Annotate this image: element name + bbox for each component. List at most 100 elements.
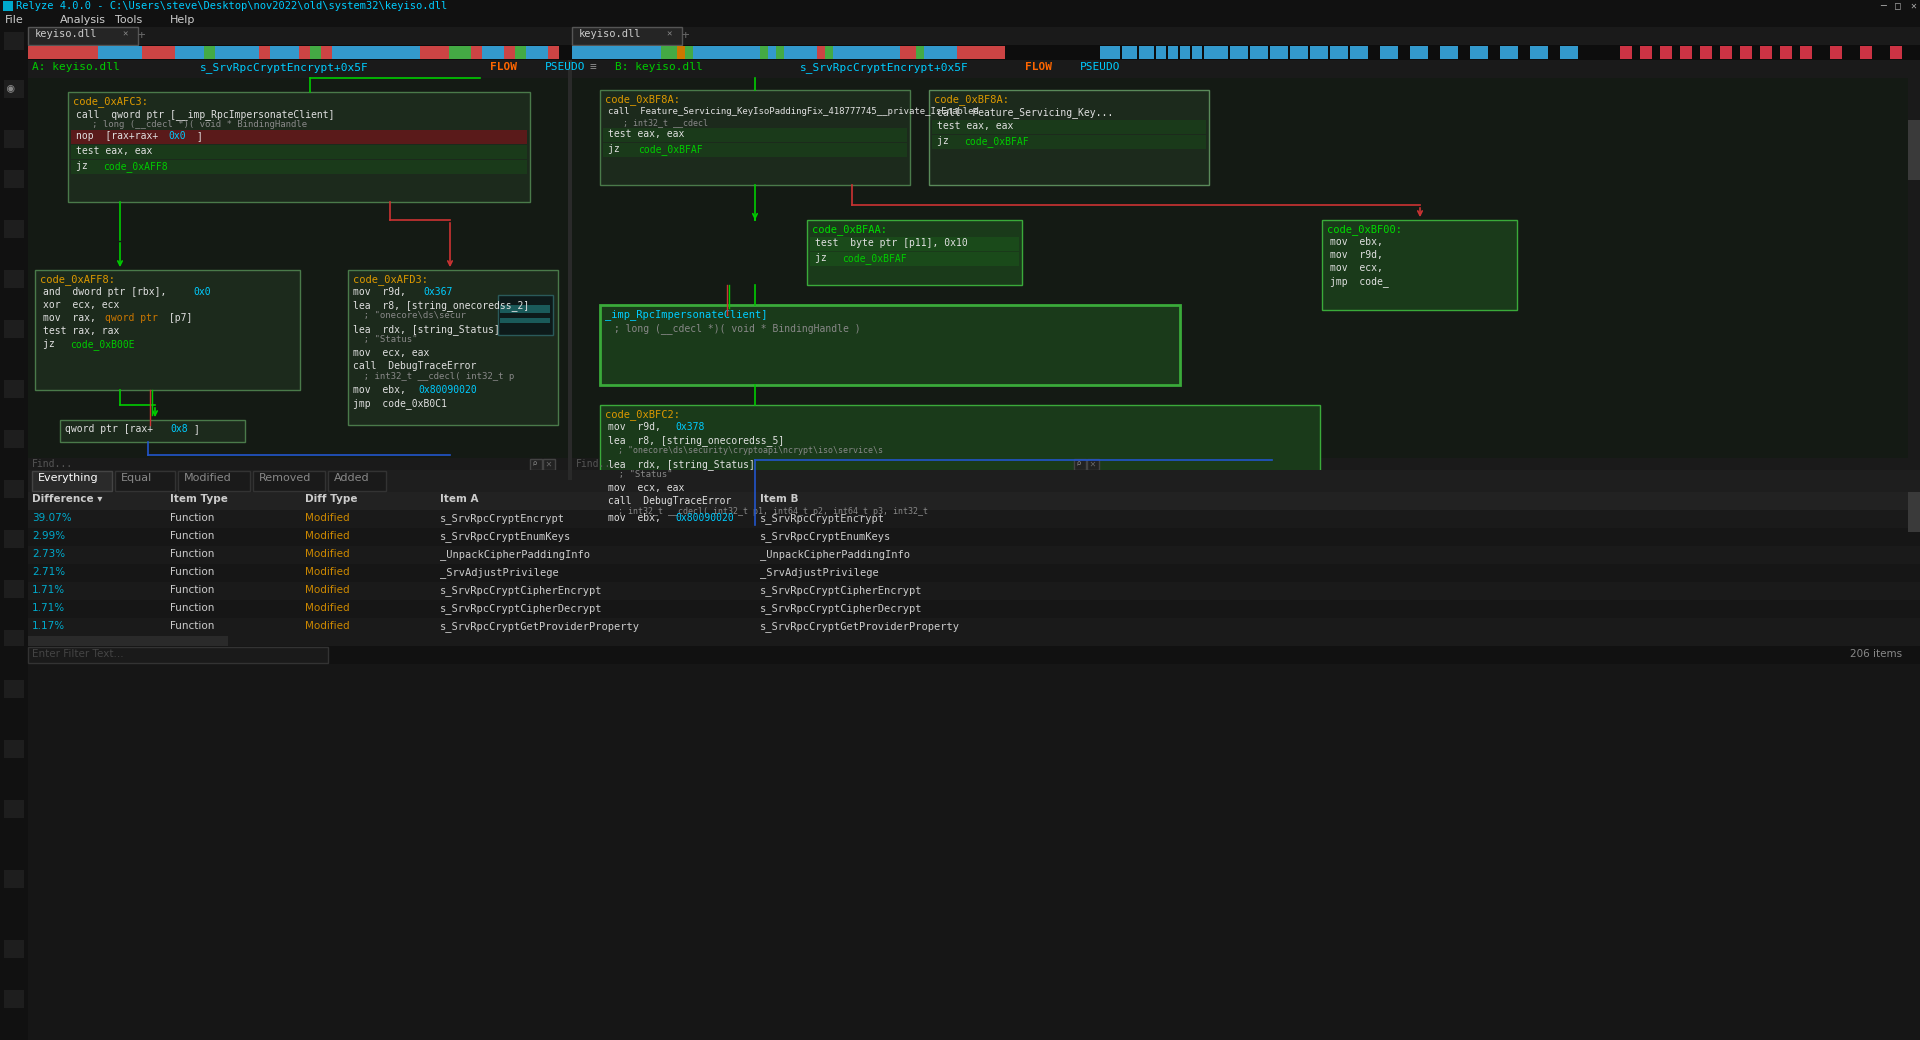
- Text: A: keyiso.dll: A: keyiso.dll: [33, 62, 119, 72]
- Text: code_0xAFD3:: code_0xAFD3:: [353, 274, 428, 285]
- Text: FLOW: FLOW: [490, 62, 516, 72]
- Text: Enter Filter Text...: Enter Filter Text...: [33, 649, 123, 659]
- Text: code_0xB00E: code_0xB00E: [69, 339, 134, 349]
- Bar: [1167, 46, 1179, 59]
- Bar: [660, 46, 678, 59]
- Text: 2.71%: 2.71%: [33, 567, 65, 577]
- Text: 0x0: 0x0: [194, 287, 211, 297]
- Text: call  DebugTraceError: call DebugTraceError: [353, 361, 476, 371]
- Text: 0x378: 0x378: [676, 422, 705, 432]
- Bar: [348, 270, 559, 425]
- Bar: [29, 492, 1920, 510]
- Bar: [956, 46, 966, 59]
- Bar: [29, 618, 1920, 636]
- Bar: [603, 128, 906, 142]
- Bar: [1530, 46, 1548, 59]
- Bar: [29, 470, 1920, 492]
- Bar: [1908, 78, 1920, 460]
- Bar: [29, 528, 1920, 546]
- Bar: [4, 380, 23, 398]
- Bar: [29, 582, 1920, 600]
- Text: Diff Type: Diff Type: [305, 494, 357, 504]
- Text: _UnpackCipherPaddingInfo: _UnpackCipherPaddingInfo: [760, 549, 910, 560]
- Text: ─: ─: [1880, 1, 1885, 11]
- Text: code_0xBF00:: code_0xBF00:: [1327, 224, 1402, 235]
- Text: s_SrvRpcCryptEnumKeys: s_SrvRpcCryptEnumKeys: [440, 531, 572, 542]
- Text: 1.71%: 1.71%: [33, 584, 65, 595]
- Bar: [175, 46, 204, 59]
- Bar: [1720, 46, 1732, 59]
- Text: _SrvAdjustPrivilege: _SrvAdjustPrivilege: [440, 567, 559, 578]
- Text: jz: jz: [814, 253, 839, 263]
- Bar: [60, 420, 246, 442]
- Text: ⌕: ⌕: [532, 459, 538, 469]
- Bar: [1620, 46, 1632, 59]
- Text: +: +: [138, 29, 146, 42]
- Bar: [0, 27, 29, 1040]
- Text: Find...: Find...: [576, 459, 616, 469]
- Text: ; "Status": ; "Status": [609, 470, 672, 479]
- Bar: [1908, 492, 1920, 646]
- Text: call  DebugTraceError: call DebugTraceError: [609, 496, 732, 506]
- Bar: [1250, 46, 1267, 59]
- Bar: [693, 46, 760, 59]
- Bar: [603, 142, 906, 157]
- Bar: [449, 46, 470, 59]
- Text: Modified: Modified: [305, 621, 349, 631]
- Bar: [929, 90, 1210, 185]
- Bar: [931, 135, 1206, 149]
- Text: code_0xBF8A:: code_0xBF8A:: [933, 94, 1010, 105]
- Text: test eax, eax: test eax, eax: [609, 129, 684, 139]
- Text: File: File: [6, 15, 23, 25]
- Text: keyiso.dll: keyiso.dll: [35, 29, 98, 38]
- Bar: [4, 430, 23, 448]
- Text: jz: jz: [77, 161, 100, 171]
- Bar: [543, 459, 555, 470]
- Text: Modified: Modified: [305, 567, 349, 577]
- Text: Function: Function: [171, 513, 215, 523]
- Text: code_0xBFAF: code_0xBFAF: [964, 136, 1029, 147]
- Bar: [4, 740, 23, 758]
- Bar: [499, 305, 549, 313]
- Bar: [142, 46, 154, 59]
- Text: 0x80090020: 0x80090020: [676, 513, 733, 523]
- Bar: [4, 320, 23, 338]
- Bar: [1780, 46, 1791, 59]
- Bar: [29, 60, 1920, 78]
- Text: ]: ]: [196, 131, 202, 141]
- Text: mov  rax,: mov rax,: [42, 313, 102, 323]
- Text: [p7]: [p7]: [163, 313, 192, 323]
- Text: jmp  code_0xB0C1: jmp code_0xB0C1: [353, 398, 447, 409]
- Bar: [1073, 459, 1087, 470]
- Bar: [4, 220, 23, 238]
- Text: Equal: Equal: [121, 473, 152, 483]
- Bar: [0, 14, 1920, 27]
- Bar: [996, 46, 1004, 59]
- Text: nop  [rax+rax+: nop [rax+rax+: [77, 131, 157, 141]
- Bar: [309, 46, 321, 59]
- Text: 0x80090020: 0x80090020: [419, 385, 476, 395]
- Bar: [810, 237, 1020, 251]
- Text: mov  r9d,: mov r9d,: [353, 287, 411, 297]
- Bar: [29, 27, 138, 45]
- Text: Function: Function: [171, 621, 215, 631]
- Text: test rax, rax: test rax, rax: [42, 326, 119, 336]
- Bar: [1830, 46, 1841, 59]
- Bar: [547, 46, 559, 59]
- Text: 206 items: 206 items: [1851, 649, 1903, 659]
- Text: s_SrvRpcCryptGetProviderProperty: s_SrvRpcCryptGetProviderProperty: [760, 621, 960, 632]
- Bar: [1471, 46, 1488, 59]
- Text: Function: Function: [171, 531, 215, 541]
- Bar: [29, 458, 568, 470]
- Text: test eax, eax: test eax, eax: [77, 146, 152, 156]
- Bar: [783, 46, 818, 59]
- Text: ✕: ✕: [123, 29, 127, 38]
- Bar: [1889, 46, 1903, 59]
- Bar: [29, 636, 1920, 646]
- Text: xor  ecx, ecx: xor ecx, ecx: [42, 300, 119, 310]
- Bar: [332, 46, 420, 59]
- Bar: [599, 405, 1321, 525]
- Bar: [503, 46, 515, 59]
- Bar: [98, 46, 142, 59]
- Text: 39.07%: 39.07%: [33, 513, 71, 523]
